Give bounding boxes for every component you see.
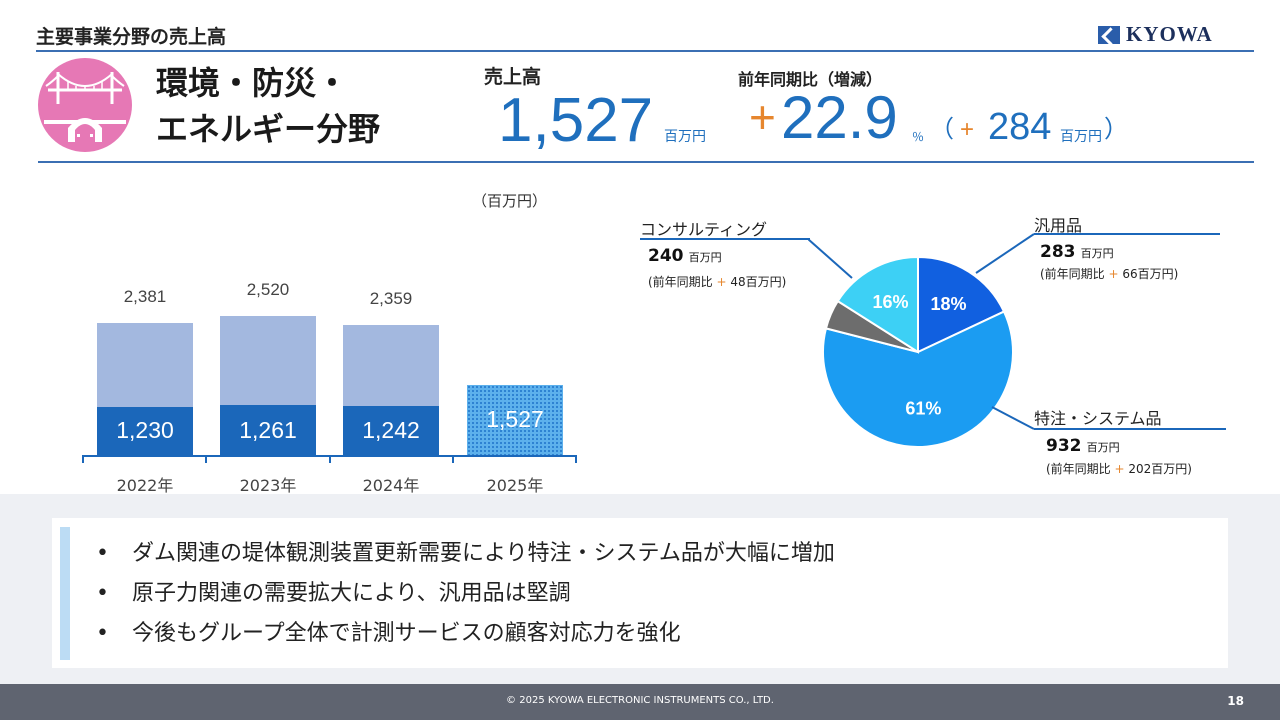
custom-amount: 932 <box>1046 436 1082 456</box>
general-yoy: (前年同期比 + 66百万円) <box>1040 265 1178 282</box>
general-unit: 百万円 <box>1080 247 1114 260</box>
bar-total-label: 2,520 <box>246 280 290 300</box>
consulting-yoy-sign: + <box>716 275 727 289</box>
x-tick-label: 2022年 <box>116 476 174 495</box>
sales-label: 売上高 <box>484 66 542 88</box>
company-logo: KYOWA <box>1098 22 1213 47</box>
x-tick <box>205 455 207 463</box>
segment-title-line2: エネルギー分野 <box>156 110 381 148</box>
note-text: 原子力関連の需要拡大により、汎用品は堅調 <box>132 581 571 606</box>
yoy-percent: ％ <box>912 130 925 144</box>
consulting-leader <box>808 238 853 279</box>
bar-value-label: 1,242 <box>362 417 420 444</box>
bar-total <box>343 324 439 407</box>
note-item: • 今後もグループ全体で計測サービスの顧客対応力を強化 <box>96 614 835 654</box>
kyowa-logo-icon <box>1098 25 1120 44</box>
bullet-icon: • <box>96 541 109 566</box>
notes-accent-bar <box>60 527 70 660</box>
bar-current: 1,527 <box>467 384 563 455</box>
general-leader <box>975 233 1035 274</box>
x-tick <box>575 455 577 463</box>
x-tick-label: 2024年 <box>362 476 420 495</box>
copyright: © 2025 KYOWA ELECTRONIC INSTRUMENTS CO.,… <box>506 695 774 706</box>
diff-open-paren: （ <box>930 116 954 143</box>
bar-segment: 1,261 <box>220 405 316 455</box>
general-value: 283 百万円 <box>1040 242 1114 262</box>
bar-total-label: 2,381 <box>123 287 167 307</box>
note-text: ダム関連の堤体観測装置更新需要により特注・システム品が大幅に増加 <box>132 541 835 566</box>
bar-value-label: 1,230 <box>116 417 174 444</box>
custom-leader <box>991 406 1035 430</box>
bar-segment: 1,230 <box>97 406 193 455</box>
bar-total <box>220 316 316 406</box>
yoy-value: 22.9 <box>781 84 898 151</box>
pie-slice-label: 61% <box>905 399 941 419</box>
general-rule <box>1034 233 1220 235</box>
general-yoy-prefix: (前年同期比 <box>1040 267 1105 281</box>
general-label: 汎用品 <box>1034 216 1083 235</box>
pie-slice-label: 18% <box>931 294 967 314</box>
custom-yoy-sign: + <box>1114 462 1125 476</box>
segment-title: 環境・防災・ エネルギー分野 <box>156 60 380 152</box>
pie-slice <box>917 255 1006 354</box>
bar-total <box>97 323 193 407</box>
consulting-value: 240 百万円 <box>648 246 722 266</box>
x-tick <box>452 455 454 463</box>
x-tick-label: 2025年 <box>486 476 544 495</box>
diff-close-paren: ） <box>1104 116 1128 143</box>
bar-segment: 1,242 <box>343 406 439 455</box>
consulting-amount: 240 <box>648 246 684 266</box>
custom-yoy: (前年同期比 + 202百万円) <box>1046 460 1192 477</box>
x-tick <box>82 455 84 463</box>
bar-total-label: 2,359 <box>369 288 413 308</box>
note-item: • ダム関連の堤体観測装置更新需要により特注・システム品が大幅に増加 <box>96 534 835 574</box>
header-divider <box>36 50 1254 52</box>
pie-chart: 18% 61% 16% <box>822 255 1014 448</box>
consulting-rule <box>640 238 810 240</box>
diff-sign: + <box>960 116 975 143</box>
custom-yoy-prefix: (前年同期比 <box>1046 462 1111 476</box>
sales-value: 1,527 <box>498 86 654 155</box>
consulting-label: コンサルティング <box>640 220 768 239</box>
consulting-yoy-value: 48百万円) <box>730 275 787 289</box>
diff-unit: 百万円 <box>1060 129 1102 145</box>
x-tick-label: 2023年 <box>239 476 297 495</box>
consulting-yoy: (前年同期比 + 48百万円) <box>648 273 786 290</box>
bullet-icon: • <box>96 621 109 646</box>
custom-rule <box>1034 428 1226 430</box>
note-text: 今後もグループ全体で計測サービスの顧客対応力を強化 <box>132 621 681 646</box>
general-yoy-value: 66百万円) <box>1122 267 1179 281</box>
bridge-tunnel-icon <box>38 58 132 152</box>
note-item: • 原子力関連の需要拡大により、汎用品は堅調 <box>96 574 835 614</box>
custom-unit: 百万円 <box>1086 441 1120 454</box>
consulting-yoy-prefix: (前年同期比 <box>648 275 713 289</box>
sales-unit: 百万円 <box>664 129 706 145</box>
section-title: 主要事業分野の売上高 <box>36 26 227 48</box>
diff-value: 284 <box>988 106 1052 148</box>
segment-title-line1: 環境・防災・ <box>156 64 349 102</box>
bar-value-label: 1,261 <box>239 416 297 443</box>
pie-slice <box>822 310 1014 448</box>
unit-note: （百万円） <box>472 192 548 210</box>
page-number: 18 <box>1227 694 1244 708</box>
custom-label: 特注・システム品 <box>1034 409 1162 428</box>
bar-value-label: 1,527 <box>486 406 544 433</box>
consulting-unit: 百万円 <box>688 251 722 264</box>
general-amount: 283 <box>1040 242 1076 262</box>
pie-slice <box>836 255 919 354</box>
segment-divider <box>38 161 1254 163</box>
yoy-sign: + <box>749 91 776 143</box>
notes-box <box>52 518 1228 668</box>
x-tick <box>329 455 331 463</box>
yoy-label: 前年同期比（増減） <box>738 70 883 89</box>
notes-list: • ダム関連の堤体観測装置更新需要により特注・システム品が大幅に増加 • 原子力関連… <box>96 534 835 654</box>
general-yoy-sign: + <box>1108 267 1119 281</box>
bullet-icon: • <box>96 581 109 606</box>
custom-value: 932 百万円 <box>1046 436 1120 456</box>
logo-text: KYOWA <box>1126 22 1213 46</box>
pie-slice-label: 16% <box>873 292 909 312</box>
custom-yoy-value: 202百万円) <box>1128 462 1192 476</box>
footer: © 2025 KYOWA ELECTRONIC INSTRUMENTS CO.,… <box>0 684 1280 720</box>
